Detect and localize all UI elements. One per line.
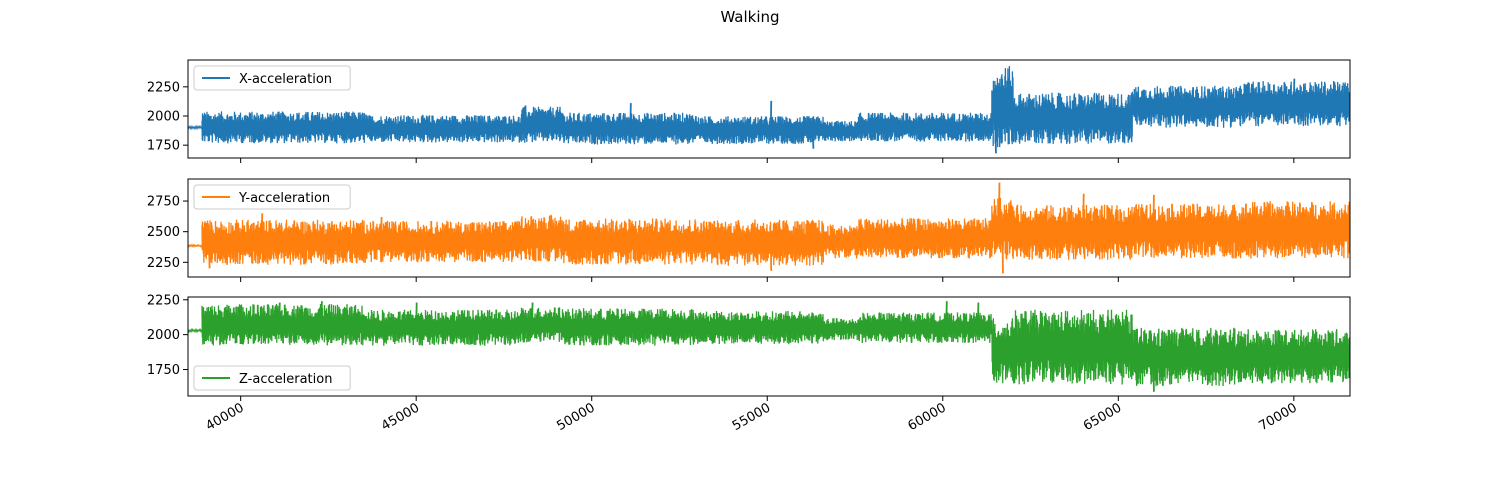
subplot-panels: 1750 2000 2250 X-acceleration 2250 2500 2750 Y-… — [147, 59, 1351, 434]
series-spike — [524, 105, 527, 125]
y-tick-label: 2250 — [147, 256, 180, 271]
legend-box — [193, 365, 351, 391]
legend-label: X-acceleration — [239, 72, 332, 87]
series-spike — [629, 103, 632, 129]
legend: Y-acceleration — [193, 184, 351, 210]
panel-2: 2250 2500 2750 Y-acceleration — [147, 178, 1351, 282]
x-tick-label: 55000 — [730, 400, 773, 434]
series-spike — [415, 302, 418, 328]
series-line-z-acceleration — [188, 303, 1350, 387]
series-spike — [769, 100, 773, 131]
y-tick-label: 2500 — [147, 225, 180, 240]
y-tick-label: 2000 — [147, 328, 180, 343]
series-spike — [1152, 356, 1155, 392]
series-spike — [260, 213, 264, 243]
x-tick-label: 70000 — [1257, 400, 1300, 434]
panel-3: 1750 2000 2250 Z-acceleration — [147, 293, 1351, 401]
axes-frame — [187, 296, 1351, 397]
series-line-y-acceleration — [188, 197, 1350, 266]
series-spike — [994, 107, 997, 154]
x-tick-label: 40000 — [203, 400, 246, 434]
series-spike — [380, 216, 383, 242]
series-spike — [945, 301, 948, 328]
series-spike — [1001, 229, 1004, 274]
legend: Z-acceleration — [193, 365, 351, 391]
series-line-x-acceleration — [188, 65, 1350, 148]
series-spike — [278, 302, 281, 325]
series-spike — [320, 301, 323, 325]
y-tick-label: 1750 — [147, 139, 180, 154]
legend-label: Y-acceleration — [238, 191, 330, 206]
series-spike — [1082, 193, 1085, 233]
series-spike — [998, 182, 1001, 230]
series-spike — [811, 129, 815, 149]
chart-title: Walking — [720, 8, 779, 26]
x-tick-label: 50000 — [554, 400, 597, 434]
y-tick-label: 2750 — [147, 195, 180, 210]
legend: X-acceleration — [193, 65, 351, 91]
x-tick-label: 60000 — [905, 400, 948, 434]
legend-box — [193, 184, 351, 210]
x-tick-label: 45000 — [379, 400, 422, 434]
axes-frame — [187, 59, 1351, 159]
series-spike — [769, 242, 773, 271]
legend-label: Z-acceleration — [239, 372, 332, 387]
series-spike — [531, 302, 534, 325]
y-tick-label: 2000 — [147, 110, 180, 125]
axes-frame — [187, 178, 1351, 278]
legend-box — [193, 65, 351, 91]
y-tick-label: 1750 — [147, 363, 180, 378]
series-spike — [1152, 194, 1155, 232]
y-tick-label: 2250 — [147, 293, 180, 308]
panel-1: 1750 2000 2250 X-acceleration — [147, 59, 1351, 163]
series-spike — [976, 302, 980, 328]
y-tick-label: 2250 — [147, 80, 180, 95]
series-spike — [1292, 78, 1296, 104]
series-spike — [208, 242, 211, 269]
x-tick-label: 65000 — [1081, 400, 1124, 434]
